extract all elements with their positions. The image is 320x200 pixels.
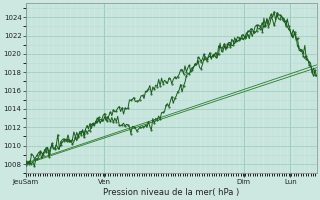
X-axis label: Pression niveau de la mer( hPa ): Pression niveau de la mer( hPa ) [103, 188, 239, 197]
